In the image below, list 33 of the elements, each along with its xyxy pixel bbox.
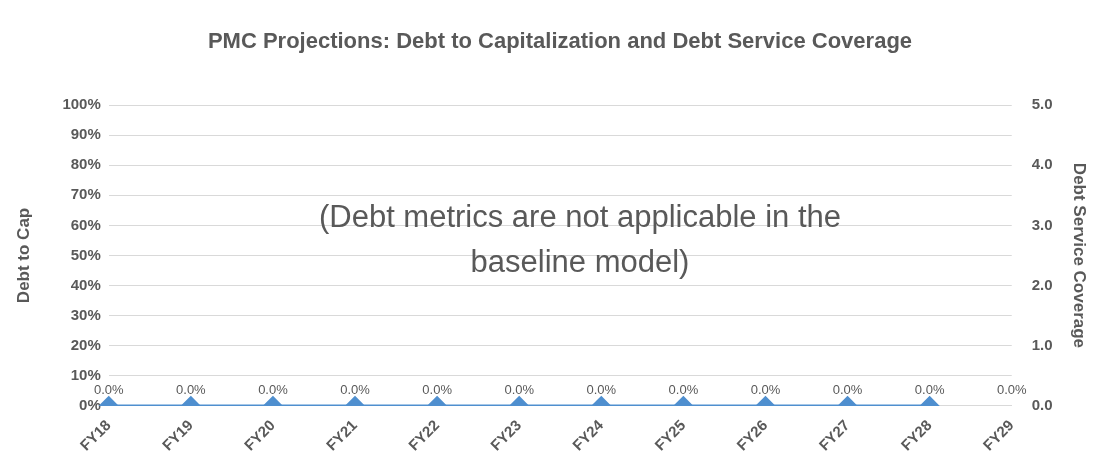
y-tick-label: 60% [70,215,101,233]
data-label: 0.0% [750,381,781,397]
y-axis-title: Debt to Cap [13,207,33,304]
y2-tick-label: 3.0 [1031,215,1053,233]
y2-tick-label: 5.0 [1031,95,1053,113]
data-label: 0.0% [586,381,617,397]
y-tick-label: 80% [70,155,101,173]
y2-tick-label: 0.0 [1031,396,1053,414]
text: 0.0% [996,381,1027,397]
data-label: 0.0% [176,381,207,397]
data-label: 0.0% [668,381,699,397]
y2-tick-label: 4.0 [1031,155,1053,173]
y2-tick-label: 2.0 [1031,275,1053,293]
data-label: 0.0% [340,381,371,397]
y-tick-label: 70% [70,185,101,203]
data-label: 0.0% [914,381,945,397]
y-tick-label: 10% [70,365,101,383]
y-tick-label: 100% [62,95,101,113]
data-label: 0.0% [422,381,453,397]
y2-tick-label: 1.0 [1031,335,1053,353]
y-tick-label: 0% [79,396,101,414]
y2-axis-title: Debt Service Coverage [1070,162,1090,349]
data-label: 0.0% [504,381,535,397]
data-label: 0.0% [258,381,289,397]
chart-title: PMC Projections: Debt to Capitalization and Debt Service Coverage [206,27,914,55]
y-tick-label: 20% [70,335,101,353]
data-label: 0.0% [832,381,863,397]
y-tick-label: 90% [70,125,101,143]
y-tick-label: 50% [70,245,101,263]
y-tick-label: 40% [70,275,101,293]
data-label: 0.0% [93,381,125,397]
annotation: (Debt metrics are not applicable in the baseline model) [317,198,843,281]
y-tick-label: 30% [70,305,101,323]
